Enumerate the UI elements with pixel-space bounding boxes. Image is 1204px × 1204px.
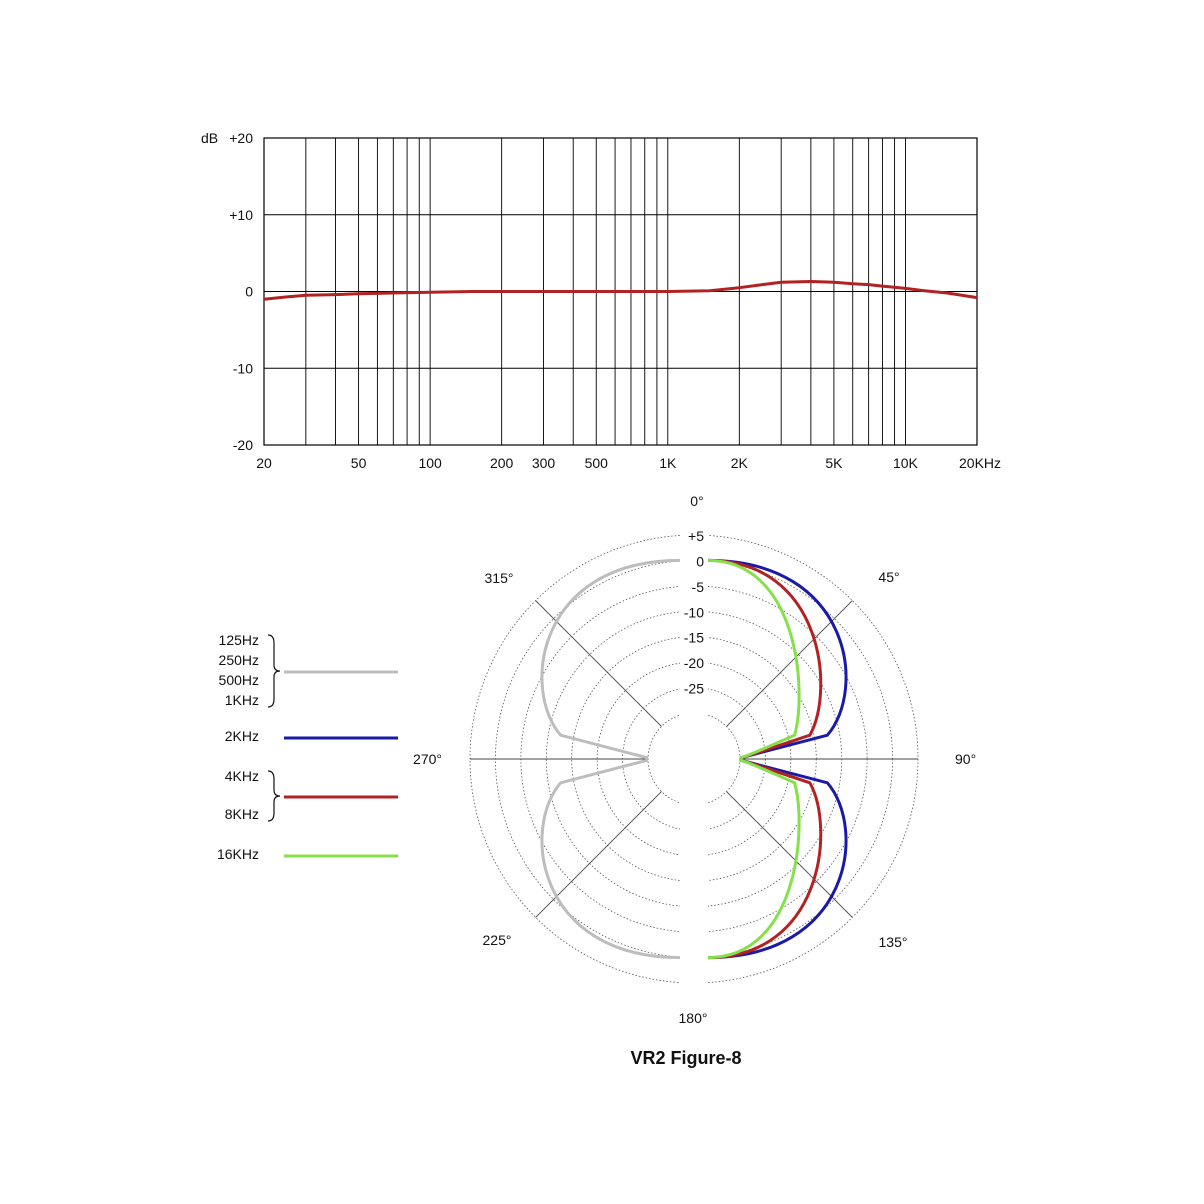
legend-label: 8KHz [225,806,259,822]
x-tick-label: 500 [585,455,609,471]
polar-legend: 125Hz 250Hz 500Hz 1KHz 2KHz 4KHz 8KHz 16KHz [217,632,398,862]
angle-label: 270° [413,751,442,767]
polar-spoke [726,600,853,727]
radial-tick-label: -25 [684,681,704,697]
legend-label: 125Hz [219,632,259,648]
frequency-response-chart: +20 +10 0 -10 -20 dB 20 50 100 200 300 500 1K 2K 5K 10K… [201,130,1001,471]
legend-label: 16KHz [217,846,259,862]
polar-spoke [726,791,853,918]
x-tick-label: 1K [659,455,677,471]
y-tick-label: 0 [245,284,253,300]
polar-lobe-upper [707,558,848,760]
legend-label: 2KHz [225,728,259,744]
y-tick-label: -20 [233,437,253,453]
legend-label: 1KHz [225,692,259,708]
x-tick-label: 2K [731,455,749,471]
polar-lobe-lower [707,758,848,960]
polar-lobe-lower [540,758,681,960]
legend-brace [267,634,281,708]
legend-label: 250Hz [219,652,259,668]
polar-chart-title: VR2 Figure-8 [630,1048,741,1068]
angle-label: 90° [955,751,976,767]
polar-lobe-upper [540,558,681,760]
x-tick-label: 200 [490,455,514,471]
angle-label: 135° [879,934,908,950]
y-tick-label: -10 [233,360,253,376]
angle-label: 0° [690,493,703,509]
radial-tick-label: -20 [684,655,704,671]
legend-label: 4KHz [225,768,259,784]
angle-label: 180° [679,1010,708,1026]
radial-tick-label: -10 [684,604,704,620]
polar-spoke [535,791,662,918]
angle-label: 225° [483,932,512,948]
polar-lobe-upper [707,558,801,760]
radial-tick-label: +5 [688,528,704,544]
x-tick-label: 10K [893,455,919,471]
legend-label: 500Hz [219,672,259,688]
x-tick-label: 50 [351,455,367,471]
x-tick-label: 300 [532,455,556,471]
response-curve-line [263,280,978,301]
y-tick-label: +20 [229,130,253,146]
legend-brace [267,770,281,822]
x-tick-label: 100 [418,455,442,471]
y-tick-label: +10 [229,207,253,223]
angle-label: 315° [485,570,514,586]
y-axis-label: dB [201,130,218,146]
angle-label: 45° [878,569,899,585]
x-tick-label: 20KHz [959,455,1001,471]
radial-tick-label: -15 [684,630,704,646]
x-tick-label: 20 [256,455,272,471]
radial-tick-label: 0 [696,553,704,569]
polar-pattern-chart: +5 0 -5 -10 -15 -20 -25 0° 45° 90° 135° 180° 225° 270… [413,493,976,1026]
x-tick-label: 5K [825,455,843,471]
polar-spoke [535,600,662,727]
polar-lobe-lower [707,758,801,960]
axis-gap [680,785,708,1021]
radial-tick-label: -5 [692,579,705,595]
